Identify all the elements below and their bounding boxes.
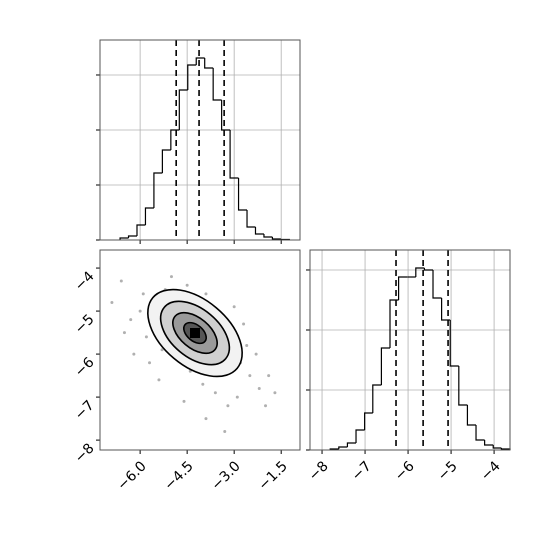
point — [148, 361, 152, 365]
histogram-step — [170, 129, 180, 151]
histogram-step — [475, 424, 485, 441]
point — [242, 322, 246, 326]
histogram-step — [178, 89, 188, 130]
point — [132, 352, 136, 356]
contour — [172, 311, 218, 355]
point — [254, 352, 258, 356]
point — [235, 395, 239, 399]
histogram-step — [212, 67, 222, 101]
point — [248, 374, 252, 378]
point — [232, 305, 236, 309]
histogram-step — [441, 298, 451, 321]
histogram-step — [372, 384, 382, 413]
point — [138, 309, 142, 313]
histogram-step — [263, 234, 273, 238]
axes-frame — [99, 249, 301, 451]
point — [257, 386, 261, 390]
histogram-step — [246, 210, 256, 228]
point — [273, 391, 277, 395]
contour — [182, 321, 208, 345]
point — [267, 374, 271, 378]
histogram-step — [119, 237, 129, 240]
point — [204, 417, 208, 421]
histogram-step — [136, 224, 146, 236]
histogram-step — [195, 57, 205, 65]
histogram-step — [127, 235, 137, 239]
axes-frame — [309, 249, 511, 451]
histogram-step — [338, 446, 348, 449]
histogram-step — [466, 404, 477, 426]
point — [160, 348, 164, 352]
histogram-step — [237, 178, 248, 211]
point — [226, 404, 230, 408]
histogram-step — [161, 149, 171, 174]
density-peak — [190, 328, 200, 338]
point — [223, 430, 227, 434]
histogram-step — [364, 412, 373, 431]
point — [141, 292, 145, 296]
histogram-step — [458, 365, 468, 406]
point — [119, 279, 123, 283]
histogram-step — [484, 439, 494, 446]
point — [182, 399, 186, 403]
histogram-step — [346, 442, 357, 447]
point — [264, 404, 268, 408]
histogram-step — [153, 172, 163, 208]
histogram-step — [423, 268, 434, 271]
histogram-step — [449, 319, 459, 367]
contour — [147, 288, 243, 378]
histogram-step — [144, 207, 154, 225]
histogram-step — [187, 64, 197, 90]
point — [122, 331, 126, 335]
point — [110, 300, 114, 304]
histogram-step — [271, 236, 281, 240]
point — [157, 378, 161, 382]
point — [213, 391, 217, 395]
histogram-step — [380, 347, 390, 386]
histogram-step — [204, 57, 214, 69]
histogram-step — [229, 129, 239, 179]
histogram-step — [492, 445, 502, 449]
point — [185, 283, 189, 287]
point — [201, 382, 205, 386]
contour — [159, 300, 231, 366]
histogram-step — [254, 227, 264, 235]
point — [204, 292, 208, 296]
point — [169, 275, 173, 279]
point — [144, 335, 148, 339]
histogram-step — [355, 429, 365, 443]
point — [129, 318, 133, 322]
histogram-step — [432, 269, 442, 299]
histogram-step — [398, 276, 408, 300]
axes-frame — [99, 39, 301, 241]
histogram-step — [415, 267, 425, 278]
histogram-step — [221, 100, 231, 131]
point — [245, 343, 249, 347]
histogram-step — [389, 299, 399, 348]
